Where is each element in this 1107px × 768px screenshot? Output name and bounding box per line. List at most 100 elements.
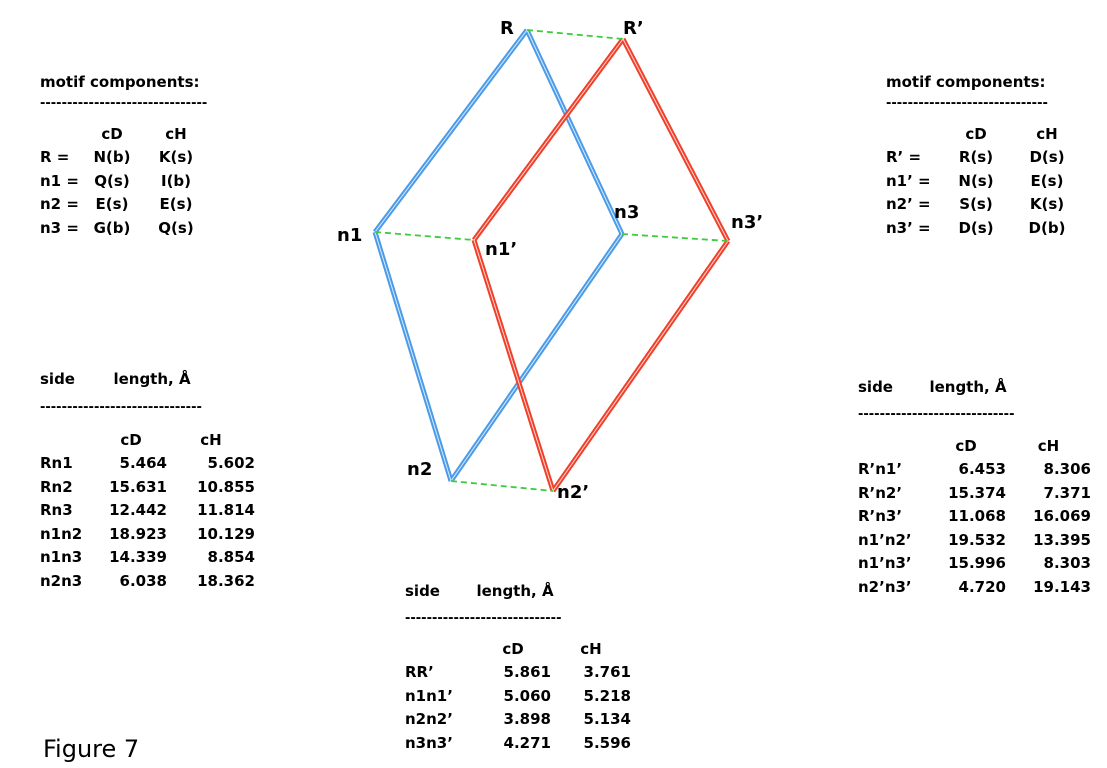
cell: 10.855 — [197, 477, 255, 496]
cell: E(s) — [159, 195, 193, 214]
row-label: n1n2 — [40, 524, 83, 543]
cell: 15.996 — [948, 554, 1006, 573]
link-R-Rp — [526, 29, 624, 40]
table-row: n1’n2’ 19.532 13.395 — [858, 528, 1091, 552]
table-header-row: cD cH — [886, 122, 1082, 146]
node-label-R: R — [500, 18, 514, 39]
cell: 3.898 — [503, 710, 551, 729]
table-row: n2’ = S(s) K(s) — [886, 193, 1082, 217]
row-label: R’ = — [886, 148, 922, 167]
link-n2-n2p — [450, 480, 554, 492]
table-row: R’n2’ 15.374 7.371 — [858, 481, 1091, 505]
cell: D(s) — [958, 218, 994, 237]
cell: K(s) — [158, 148, 194, 167]
figure-label: Figure 7 — [43, 735, 140, 763]
cell: G(b) — [93, 218, 131, 237]
cell: S(s) — [959, 195, 993, 214]
row-label: n2’n3’ — [858, 577, 912, 596]
cell: D(b) — [1028, 218, 1066, 237]
length-column-title: length, Å — [929, 378, 1007, 396]
row-label: n1’n2’ — [858, 530, 912, 549]
column-header: cD — [120, 430, 142, 449]
cell: 19.532 — [948, 530, 1006, 549]
side-column-title: side — [858, 378, 893, 396]
link-n1-n1p — [374, 231, 475, 241]
table-row: n3 = G(b) Q(s) — [40, 216, 211, 240]
cell: 18.362 — [197, 571, 255, 590]
cell: 10.129 — [197, 524, 255, 543]
cell: Q(s) — [158, 218, 194, 237]
cell: 5.596 — [583, 733, 631, 752]
cell: 14.339 — [109, 548, 167, 567]
row-label: n1 = — [40, 171, 79, 190]
left-motif-table: cD cH R = N(b) K(s) n1 = Q(s) I(b) n2 = … — [40, 122, 211, 240]
column-header: cD — [955, 436, 977, 455]
row-label: n1’ = — [886, 171, 931, 190]
right-lengths-divider: ----------------------------- — [858, 407, 1015, 422]
row-label: Rn3 — [40, 501, 73, 520]
row-label: R’n3’ — [858, 507, 903, 526]
left-motif-title: motif components: — [40, 73, 200, 91]
table-row: n1n1’ 5.060 5.218 — [405, 684, 631, 708]
cell: 5.464 — [119, 454, 167, 473]
cell: 13.395 — [1033, 530, 1091, 549]
table-row: R’n1’ 6.453 8.306 — [858, 458, 1091, 482]
table-row: Rn3 12.442 11.814 — [40, 499, 255, 523]
row-label: Rn1 — [40, 454, 73, 473]
table-row: n2n2’ 3.898 5.134 — [405, 708, 631, 732]
table-row: Rn2 15.631 10.855 — [40, 475, 255, 499]
bottom-lengths-divider: ----------------------------- — [405, 611, 562, 626]
cell: I(b) — [160, 171, 192, 190]
right-lengths-table: cD cH R’n1’ 6.453 8.306 R’n2’ 15.374 7.3… — [858, 434, 1091, 599]
cell: Q(s) — [94, 171, 130, 190]
cell: 4.271 — [503, 733, 551, 752]
node-label-n3: n3 — [614, 202, 639, 223]
cell: R(s) — [958, 148, 994, 167]
table-row: n3’ = D(s) D(b) — [886, 216, 1082, 240]
node-label-Rp: R’ — [623, 18, 644, 39]
cell: 5.602 — [207, 454, 255, 473]
table-header-row: cD cH — [858, 434, 1091, 458]
table-row: n2n3 6.038 18.362 — [40, 569, 255, 593]
cell: 11.068 — [948, 507, 1006, 526]
node-label-n2p: n2’ — [557, 482, 589, 503]
table-row: n1’ = N(s) E(s) — [886, 169, 1082, 193]
row-label: n1’n3’ — [858, 554, 912, 573]
row-label: n3 = — [40, 218, 79, 237]
cell: E(s) — [1030, 171, 1064, 190]
cell: 5.861 — [503, 663, 551, 682]
unprimed-motif-shape — [372, 28, 625, 483]
table-row: R’ = R(s) D(s) — [886, 146, 1082, 170]
table-row: n1n3 14.339 8.854 — [40, 546, 255, 570]
cell: 18.923 — [109, 524, 167, 543]
right-motif-title: motif components: — [886, 73, 1046, 91]
cell: 7.371 — [1043, 483, 1091, 502]
cell: 5.134 — [583, 710, 631, 729]
table-row: n1 = Q(s) I(b) — [40, 169, 211, 193]
table-row: n1’n3’ 15.996 8.303 — [858, 552, 1091, 576]
cell: 8.306 — [1043, 460, 1091, 479]
table-row: n1n2 18.923 10.129 — [40, 522, 255, 546]
column-header: cD — [965, 124, 987, 143]
left-lengths-divider: ------------------------------ — [40, 400, 202, 415]
table-row: R = N(b) K(s) — [40, 146, 211, 170]
right-lengths-header: side length, Å — [858, 378, 1007, 396]
cell: 19.143 — [1033, 577, 1091, 596]
cell: 11.814 — [197, 501, 255, 520]
row-label: R’n1’ — [858, 460, 903, 479]
right-motif-divider: ------------------------------ — [886, 96, 1048, 111]
cell: 3.761 — [583, 663, 631, 682]
row-label: n2 = — [40, 195, 79, 214]
row-label: R = — [40, 148, 70, 167]
cell: 4.720 — [958, 577, 1006, 596]
row-label: n2n2’ — [405, 710, 453, 729]
table-row: RR’ 5.861 3.761 — [405, 661, 631, 685]
right-motif-table: cD cH R’ = R(s) D(s) n1’ = N(s) E(s) n2’… — [886, 122, 1082, 240]
cell: N(s) — [958, 171, 994, 190]
node-label-n1: n1 — [337, 225, 362, 246]
node-label-n3p: n3’ — [731, 212, 763, 233]
row-label: n3’ = — [886, 218, 931, 237]
row-label: n1n1’ — [405, 686, 453, 705]
cell: 12.442 — [109, 501, 167, 520]
